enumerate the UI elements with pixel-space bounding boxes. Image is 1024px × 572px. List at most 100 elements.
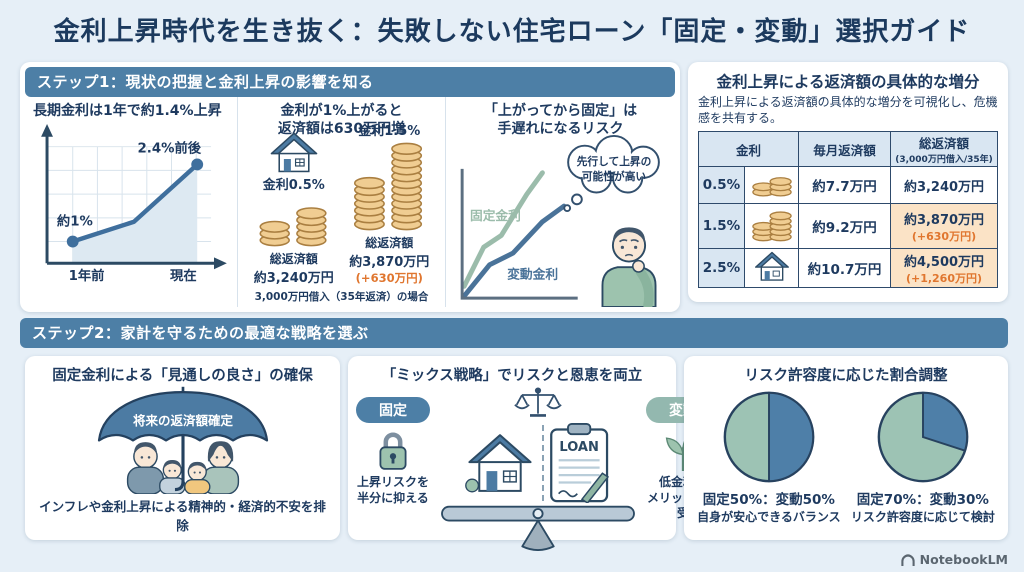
panel-rate-chart: 長期金利は1年で約1.4%上昇 約1% 2 [25,97,237,307]
pie2-caption2: リスク許容度に応じて検討 [850,510,995,524]
panel-repayment: 金利が1%上がると 返済額は630万円増 金利0.5% [237,97,445,307]
increase-table-card: 金利上昇による返済額の具体的な増分 金利上昇による返済額の具体的な増分を可視化し… [688,62,1008,302]
risk-title: 「上がってから固定」は 手遅れになるリスク [454,103,667,138]
worried-person-illustration [601,227,657,307]
table-row: 0.5% 約7.7万円 約3,240万円 [698,166,998,205]
risk-title-line2: 手遅れになるリスク [497,120,624,137]
panel-risk: 「上がってから固定」は 手遅れになるリスク 固定金利 変動金利 先 [445,97,675,307]
rate-end-label: 2.4%前後 [138,139,202,156]
fixed-desc-line2: 半分に抑える [357,490,429,505]
umbrella-family-illustration: 将来の返済額確定 [97,386,268,494]
ratio-adjust-title: リスク許容度に応じた割合調整 [744,368,948,384]
table-header-row: 金利 毎月返済額 総返済額 (3,000万円借入/35年) [698,131,998,168]
row2-delta: (+1,260万円) [905,271,983,285]
pie-chart-50-50 [723,391,815,483]
row0-coins-icon [744,166,799,205]
repayment-high-column: 金利1.5% 総返済額 約3,870万円 (+630万円) [347,119,431,286]
table-card-description: 金利上昇による返済額の具体的な増分を可視化し、危機感を共有する。 [698,95,998,126]
house-large-icon [465,434,532,493]
balance-beam-icon [441,505,635,551]
risk-title-line1: 「上がってから固定」は [483,103,638,119]
rate-x-right: 現在 [170,267,197,284]
bubble-line1: 先行して上昇の [577,155,652,168]
scales-icon [514,387,562,417]
row0-rate: 0.5% [698,166,745,205]
fixed-outlook-title: 固定金利による「見通しの良さ」の確保 [52,368,313,384]
table-row: 2.5% 約10.7万円 約4,500万円 (+1,260万円) [698,248,998,289]
row1-total-cell: 約3,870万円 (+630万円) [890,203,998,250]
header-monthly: 毎月返済額 [798,131,891,168]
rate-line-chart: 約1% 2.4%前後 1年前 現在 [41,123,227,284]
row2-house-icon [744,248,799,289]
notebooklm-icon [901,553,915,566]
total-value-low: 約3,240万円 [253,271,334,286]
header-total-sub: (3,000万円借入/35年) [895,155,993,166]
header-total-main: 総返済額 [918,136,969,152]
row1-total: 約3,870万円 [903,212,985,228]
row2-total: 約4,500万円 [903,254,985,270]
step1-section: ステップ1：現状の把握と金利上昇の影響を知る 長期金利は1年で約1.4%上昇 [20,62,680,312]
risk-line-chart: 固定金利 変動金利 [460,168,578,300]
pie-70-30-column: 固定70%：変動30% リスク許容度に応じて検討 [851,389,995,525]
dashed-divider [542,425,544,501]
fixed-desc: 上昇リスクを 半分に抑える [357,475,429,506]
house-icon [754,252,789,282]
row2-total-cell: 約4,500万円 (+1,260万円) [890,248,998,289]
row2-rate: 2.5% [698,248,745,289]
row1-rate: 1.5% [698,203,745,250]
pie1-caption2: 自身が安心できるバランス [697,510,841,524]
repayment-low-column: 金利0.5% 総返済額 約3,240万円 [252,131,336,286]
pie-chart-70-30 [877,391,969,483]
pie1-caption1: 固定50%：変動50% [702,492,835,508]
rate-chart-title: 長期金利は1年で約1.4%上昇 [33,103,222,119]
row0-total: 約3,240万円 [890,166,998,205]
coin-stack-tall-icon [354,142,423,231]
loan-document-icon: LOAN [550,423,610,503]
mix-fixed-side: 固定 上昇リスクを 半分に抑える [356,387,430,551]
page-title: 金利上昇時代を生き抜く：失敗しない住宅ローン「固定・変動」選択ガイド [53,17,971,47]
bubble-line2: 可能性が高い [582,170,647,183]
footer: NotebookLM [900,552,1008,567]
mix-strategy-card: 「ミックス戦略」でリスクと恩恵を両立 固定 上昇リスクを 半分に抑える [348,356,720,551]
rate-high-label: 金利1.5% [358,124,421,139]
fixed-rate-line-label: 固定金利 [470,208,521,224]
axis-arrow-right-icon [214,256,227,269]
row0-monthly: 約7.7万円 [798,166,891,205]
coin-stack-small-icon [259,207,327,247]
footer-logo-text: NotebookLM [919,552,1008,567]
repayment-title-line2: 返済額は630万円増 [277,120,406,137]
rate-x-left: 1年前 [69,267,105,284]
coins-tall-icon [751,211,792,242]
row2-monthly: 約10.7万円 [798,248,891,289]
total-label-low: 総返済額 [269,252,318,266]
house-icon [270,132,318,173]
total-label-high: 総返済額 [365,236,414,250]
step1-header: ステップ1：現状の把握と金利上昇の影響を知る [25,67,675,97]
step2-header: ステップ2：家計を守るための最適な戦略を選ぶ [20,318,1008,348]
ratio-adjust-card: リスク許容度に応じた割合調整 固定50%：変動50% 自身が安心できるバランス … [684,356,1008,540]
repayment-footnote: 3,000万円借入（35年返済）の場合 [254,291,429,303]
umbrella-text: 将来の返済額確定 [132,413,233,428]
table-row: 1.5% 約9.2万円 約3,870万円 (+630万円) [698,203,998,250]
row1-monthly: 約9.2万円 [798,203,891,250]
fixed-outlook-bottom-text: インフレや金利上昇による精神的・経済的不安を排除 [39,499,326,533]
total-delta-high: (+630万円) [355,271,423,285]
mix-strategy-title: 「ミックス戦略」でリスクと恩恵を両立 [381,368,643,384]
total-value-high: 約3,870万円 [349,255,430,270]
thought-bubble: 先行して上昇の 可能性が高い [563,134,660,213]
pie-50-50-column: 固定50%：変動50% 自身が安心できるバランス [697,389,841,525]
repayment-title-line1: 金利が1%上がると [280,103,403,119]
coins-short-icon [751,177,792,197]
axis-arrow-up-icon [41,123,53,137]
row1-coins-icon [744,203,799,250]
lock-icon [379,432,407,470]
loan-label: LOAN [559,440,599,455]
fixed-outlook-card: 固定金利による「見通しの良さ」の確保 将来の返済額確定 インフレや金利上昇による… [25,356,340,540]
table-card-title: 金利上昇による返済額の具体的な増分 [716,73,980,91]
mix-center: LOAN [430,387,646,551]
row1-delta: (+630万円) [911,229,977,243]
increase-table: 金利 毎月返済額 総返済額 (3,000万円借入/35年) 0.5% 約7.7万円… [698,131,998,289]
repayment-title: 金利が1%上がると 返済額は630万円増 [246,103,437,138]
rate-low-label: 金利0.5% [262,178,325,193]
rate-start-label: 約1% [57,212,93,229]
